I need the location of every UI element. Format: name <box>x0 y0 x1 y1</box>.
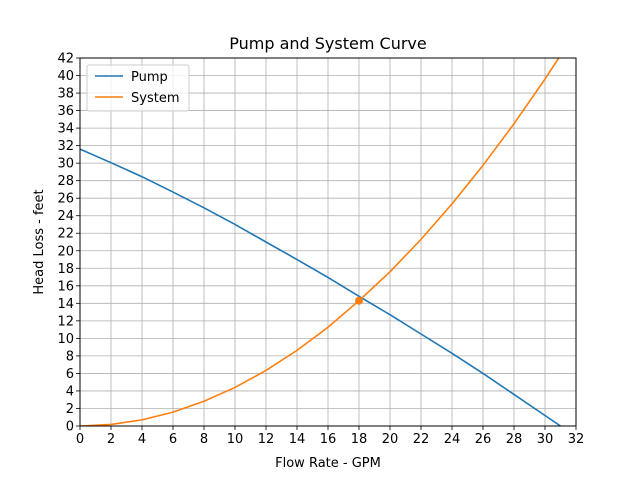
y-tick-label: 6 <box>66 367 74 382</box>
x-tick-label: 20 <box>382 432 399 447</box>
y-tick-label: 36 <box>57 104 74 119</box>
x-tick-label: 24 <box>444 432 461 447</box>
x-tick-label: 22 <box>413 432 430 447</box>
y-tick-label: 0 <box>66 420 74 435</box>
x-tick-label: 18 <box>351 432 368 447</box>
y-tick-label: 12 <box>57 314 74 329</box>
y-tick-label: 40 <box>57 69 74 84</box>
y-tick-label: 20 <box>57 244 74 259</box>
y-tick-label: 10 <box>57 332 74 347</box>
y-tick-label: 24 <box>57 209 74 224</box>
x-tick-label: 14 <box>289 432 306 447</box>
y-tick-label: 30 <box>57 157 74 172</box>
chart-title: Pump and System Curve <box>229 34 426 53</box>
x-tick-label: 6 <box>169 432 177 447</box>
y-tick-label: 34 <box>57 122 74 137</box>
y-axis-label: Head Loss - feet <box>32 189 47 294</box>
legend-system-label: System <box>131 91 179 106</box>
x-tick-label: 12 <box>258 432 275 447</box>
y-tick-label: 42 <box>57 52 74 67</box>
x-axis: 0 2 4 6 8 10 12 14 16 18 20 22 24 26 28 30 32 <box>76 426 584 447</box>
series-line-system <box>80 58 560 426</box>
x-tick-label: 32 <box>568 432 585 447</box>
legend: Pump System <box>86 64 190 112</box>
series-line-pump <box>80 148 561 426</box>
y-tick-label: 22 <box>57 227 74 242</box>
x-tick-label: 26 <box>475 432 492 447</box>
x-tick-label: 2 <box>107 432 115 447</box>
y-tick-label: 8 <box>66 349 74 364</box>
y-tick-label: 16 <box>57 279 74 294</box>
y-tick-label: 18 <box>57 262 74 277</box>
y-tick-label: 14 <box>57 297 74 312</box>
x-tick-label: 30 <box>537 432 554 447</box>
x-tick-label: 28 <box>506 432 523 447</box>
x-tick-label: 0 <box>76 432 84 447</box>
series-layer <box>80 58 561 426</box>
y-tick-label: 32 <box>57 139 74 154</box>
grid-lines <box>79 57 577 427</box>
legend-pump-label: Pump <box>131 70 168 85</box>
x-tick-label: 8 <box>200 432 208 447</box>
x-tick-label: 4 <box>138 432 146 447</box>
y-tick-label: 38 <box>57 87 74 102</box>
x-tick-label: 16 <box>320 432 337 447</box>
y-tick-label: 4 <box>66 384 74 399</box>
intersection-point <box>355 296 363 305</box>
x-axis-label: Flow Rate - GPM <box>275 456 381 471</box>
y-tick-label: 26 <box>57 192 74 207</box>
y-tick-label: 2 <box>66 402 74 417</box>
y-tick-label: 28 <box>57 174 74 189</box>
x-tick-label: 10 <box>227 432 244 447</box>
